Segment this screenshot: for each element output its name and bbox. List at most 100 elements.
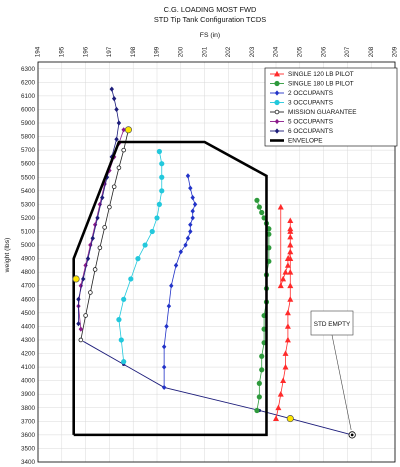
legend-item: 5 OCCUPANTS: [270, 119, 333, 126]
series-line: [78, 89, 120, 324]
y-tick-label: 3600: [21, 432, 36, 439]
data-point: [256, 394, 262, 400]
y-tick-label: 5600: [21, 161, 36, 168]
y-tick-label: 4900: [21, 256, 36, 263]
legend-swatch-marker: [274, 109, 280, 115]
data-point: [259, 209, 265, 216]
data-point: [121, 296, 127, 302]
x-tick-label: 201: [201, 46, 208, 57]
y-tick-label: 5200: [21, 215, 36, 222]
y-tick-label: 5800: [21, 134, 36, 141]
data-point: [185, 235, 191, 241]
y-tick-label: 3400: [21, 459, 36, 466]
y-tick-label: 4100: [21, 364, 36, 371]
data-point: [282, 350, 289, 356]
data-point: [273, 415, 279, 422]
x-tick-label: 207: [344, 46, 351, 57]
data-point: [121, 127, 126, 133]
data-point: [76, 321, 81, 327]
data-point: [287, 268, 294, 275]
x-tick-label: 202: [225, 46, 232, 57]
data-point: [78, 337, 84, 343]
y-axis-label: weight (lbs): [4, 238, 11, 274]
legend-item: MISSION GUARANTEE: [270, 109, 357, 116]
y-tick-label: 4800: [21, 269, 36, 276]
data-point: [111, 96, 117, 102]
legend-swatch-marker: [274, 90, 280, 96]
series-envelope: [72, 140, 268, 437]
legend-item: SINGLE 180 LB PILOT: [270, 81, 354, 88]
x-axis-label: FS (in): [200, 32, 220, 39]
loading-sequence-line: [82, 340, 353, 436]
legend-swatch-marker: [274, 118, 280, 125]
std-empty-leader: [331, 334, 352, 430]
data-point: [159, 174, 165, 180]
y-tick-label: 5000: [21, 242, 36, 249]
data-point: [159, 188, 165, 194]
data-point: [159, 161, 165, 167]
data-point: [256, 380, 262, 386]
data-point: [280, 377, 287, 384]
data-point: [149, 228, 155, 235]
annotation-layer: STD EMPTY: [310, 310, 356, 439]
data-point: [142, 242, 148, 248]
data-point: [284, 309, 291, 316]
legend-label: MISSION GUARANTEE: [288, 109, 357, 116]
data-point: [100, 194, 105, 201]
data-point: [173, 262, 179, 268]
data-point: [109, 86, 114, 92]
legend-swatch-marker: [274, 99, 280, 106]
data-point: [188, 185, 193, 191]
y-tick-label: 5400: [21, 188, 36, 195]
data-point: [114, 136, 119, 142]
data-point: [85, 256, 91, 262]
data-point: [284, 336, 291, 343]
data-point: [118, 337, 124, 343]
legend-item: 3 OCCUPANTS: [270, 100, 333, 107]
series-6-occupants: [76, 86, 122, 327]
data-point: [97, 245, 103, 251]
data-point: [284, 323, 291, 329]
data-point: [183, 242, 188, 248]
series-layer: [72, 86, 353, 437]
data-point: [169, 283, 174, 289]
data-point: [287, 217, 294, 224]
legend: SINGLE 120 LB PILOT SINGLE 180 LB PILOT 2 …: [264, 67, 398, 147]
plot-border: [37, 61, 396, 463]
y-tick-label: 6200: [21, 79, 36, 86]
data-point: [287, 248, 294, 255]
data-point: [277, 203, 284, 210]
data-point: [156, 148, 162, 155]
data-point: [287, 296, 294, 302]
y-tick-label: 4700: [21, 283, 36, 290]
y-tick-label: 3500: [21, 445, 36, 452]
y-tick-labels: 3400 3500 3600 3700 3800 3900 4000 4100 4200 4300…: [21, 66, 36, 466]
legend-label: 2 OCCUPANTS: [288, 90, 333, 97]
chart-subtitle: STD Tip Tank Configuration TCDS: [154, 15, 266, 24]
data-point: [90, 235, 95, 241]
x-tick-label: 194: [35, 46, 42, 57]
data-point: [277, 391, 284, 397]
data-point: [254, 197, 260, 203]
legend-item: 6 OCCUPANTS: [270, 128, 333, 135]
data-point: [116, 165, 122, 171]
data-point: [192, 201, 198, 207]
data-point: [284, 255, 291, 262]
legend-item: SINGLE 120 LB PILOT: [270, 70, 354, 78]
legend-label: SINGLE 180 LB PILOT: [288, 81, 354, 88]
data-point: [166, 303, 172, 309]
data-point: [102, 225, 107, 230]
y-tick-label: 3700: [21, 418, 36, 425]
y-tick-label: 6000: [21, 106, 36, 113]
legend-label: ENVELOPE: [288, 138, 322, 145]
x-tick-label: 209: [392, 46, 399, 57]
data-point: [254, 407, 260, 414]
x-tick-labels: 194 195 196 197 198 199 200 201 202 203 204 205 206 2…: [35, 46, 399, 57]
x-tick-label: 204: [273, 46, 280, 57]
data-point: [76, 296, 81, 302]
legend-label: 6 OCCUPANTS: [288, 128, 333, 135]
data-point: [83, 313, 88, 318]
x-tick-label: 206: [320, 46, 327, 57]
y-tick-label: 4200: [21, 351, 36, 358]
